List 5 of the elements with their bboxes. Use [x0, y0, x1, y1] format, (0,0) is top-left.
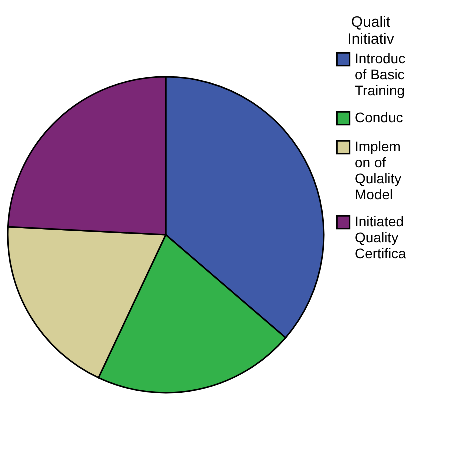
legend-title: Qualit Initiativ: [348, 14, 395, 48]
legend-label: Implem on of Qulality Model: [355, 138, 402, 202]
legend-label: Introduc of Basic Training: [355, 50, 406, 98]
legend-label: Initiated Quality Certifica: [355, 214, 407, 262]
legend-label: Conduc: [355, 110, 404, 126]
